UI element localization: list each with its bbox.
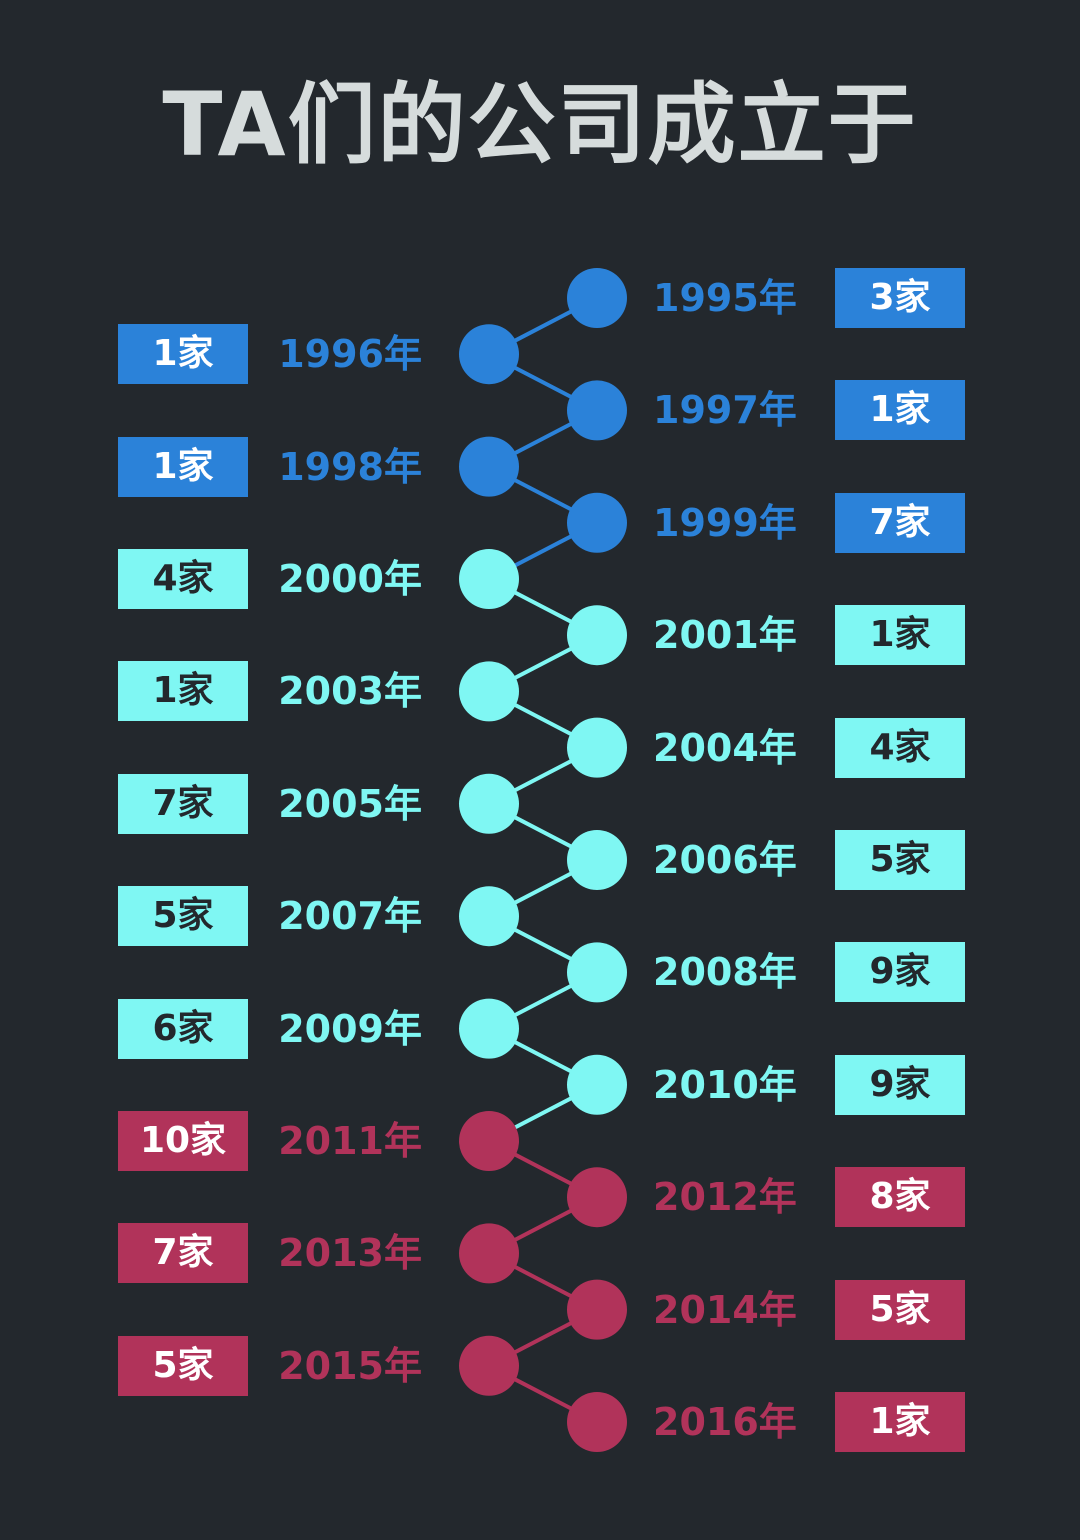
timeline-node: [459, 324, 519, 385]
timeline-node: [459, 1335, 519, 1396]
year-label: 2004年: [653, 725, 797, 770]
year-label: 2009年: [278, 1006, 422, 1051]
company-count-badge: 5家: [835, 1279, 965, 1340]
company-count-badge: 1家: [118, 436, 248, 497]
timeline-node: [567, 268, 627, 328]
timeline-node: [567, 942, 627, 1003]
company-count-badge: 1家: [118, 661, 248, 722]
company-count-badge: 5家: [118, 1335, 248, 1396]
year-label: 1999年: [653, 500, 797, 545]
timeline-node: [459, 549, 519, 609]
company-count-badge: 8家: [835, 1167, 965, 1228]
timeline-node: [567, 1392, 627, 1452]
year-label: 2001年: [653, 613, 797, 658]
timeline-node: [567, 380, 627, 441]
company-count-badge: 6家: [118, 998, 248, 1059]
year-label: 2015年: [278, 1343, 422, 1388]
company-count-badge: 5家: [835, 830, 965, 890]
company-count-badge: 1家: [835, 1392, 965, 1452]
timeline-node: [567, 492, 627, 553]
year-label: 2013年: [278, 1231, 422, 1276]
year-label: 2003年: [278, 669, 422, 714]
timeline-node: [567, 830, 627, 890]
company-count-badge: 1家: [835, 605, 965, 666]
year-label: 2014年: [653, 1287, 797, 1332]
company-count-badge: 10家: [118, 1111, 248, 1171]
timeline-node: [459, 1223, 519, 1284]
year-label: 2005年: [278, 781, 422, 826]
company-count-badge: 3家: [835, 268, 965, 328]
company-count-badge: 5家: [118, 886, 248, 947]
timeline-node: [459, 998, 519, 1059]
timeline-node: [567, 1167, 627, 1228]
timeline-node: [459, 886, 519, 947]
page-title: TA们的公司成立于: [162, 73, 918, 176]
year-label: 1996年: [278, 332, 422, 377]
timeline-node: [567, 1054, 627, 1115]
year-label: 2000年: [278, 557, 422, 601]
year-label: 2016年: [653, 1400, 797, 1444]
company-count-badge: 4家: [118, 549, 248, 609]
company-count-badge: 7家: [835, 492, 965, 553]
company-count-badge: 7家: [118, 1223, 248, 1284]
timeline-node: [459, 1111, 519, 1171]
year-label: 2010年: [653, 1062, 797, 1107]
timeline-node: [567, 605, 627, 666]
year-label: 2012年: [653, 1175, 797, 1220]
timeline-node: [567, 1279, 627, 1340]
company-count-badge: 1家: [835, 380, 965, 441]
year-label: 2007年: [278, 894, 422, 939]
company-count-badge: 4家: [835, 717, 965, 778]
company-count-badge: 9家: [835, 942, 965, 1003]
year-label: 1995年: [653, 276, 797, 320]
timeline-node: [459, 661, 519, 722]
year-label: 1998年: [278, 444, 422, 489]
company-count-badge: 9家: [835, 1054, 965, 1115]
company-count-badge: 7家: [118, 773, 248, 834]
year-label: 1997年: [653, 388, 797, 433]
company-count-badge: 1家: [118, 324, 248, 385]
year-label: 2008年: [653, 950, 797, 995]
timeline-node: [459, 773, 519, 834]
timeline-node: [567, 717, 627, 778]
year-label: 2006年: [653, 838, 797, 882]
timeline-node: [459, 436, 519, 497]
year-label: 2011年: [278, 1119, 422, 1163]
